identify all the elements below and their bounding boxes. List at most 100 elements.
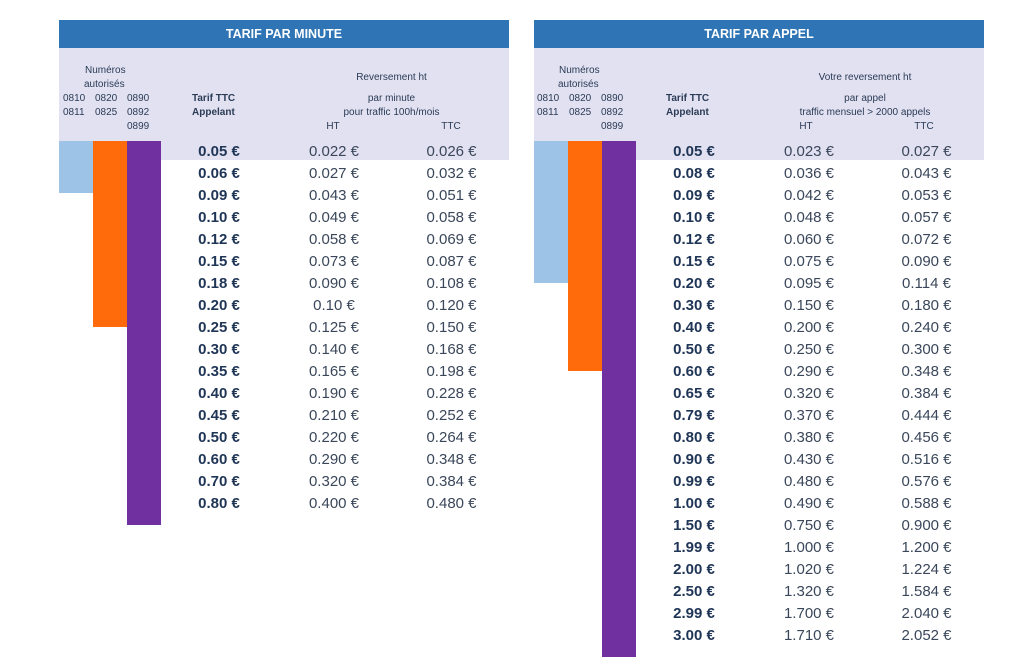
rate-row: 0.50 € 0.220 € 0.264 € [59, 427, 509, 449]
tarif-value: 0.80 € [198, 495, 240, 512]
ttc-value: 0.240 € [901, 319, 952, 336]
numeros-label: Numéros [85, 65, 126, 76]
reversement-sub1: par minute [367, 93, 416, 104]
prefix-0825: 0825 [95, 107, 118, 118]
ttc-value: 0.087 € [426, 253, 477, 270]
ht-value: 0.320 € [783, 385, 835, 402]
tarif-value: 0.08 € [673, 165, 715, 182]
rate-row: 0.70 € 0.320 € 0.384 € [59, 471, 509, 493]
ht-value: 0.058 € [308, 231, 360, 248]
rate-row: 0.15 € 0.073 € 0.087 € [59, 251, 509, 273]
rate-row: 2.50 € 1.320 € 1.584 € [534, 581, 984, 603]
bar-0810 [59, 141, 93, 193]
rate-row: 0.40 € 0.190 € 0.228 € [59, 383, 509, 405]
autorises-label: autorisés [558, 79, 599, 90]
rate-row: 0.09 € 0.042 € 0.053 € [534, 185, 984, 207]
tarif-value: 0.99 € [673, 473, 715, 490]
rate-row: 0.20 € 0.10 € 0.120 € [59, 295, 509, 317]
tarif-value: 0.80 € [673, 429, 715, 446]
prefix-0810: 0810 [537, 93, 560, 104]
tarif-value: 0.12 € [673, 231, 715, 248]
rate-row: 0.50 € 0.250 € 0.300 € [534, 339, 984, 361]
rate-row: 0.80 € 0.380 € 0.456 € [534, 427, 984, 449]
tarif-value: 0.15 € [673, 253, 715, 270]
numeros-label: Numéros [559, 65, 600, 76]
prefix-0820: 0820 [95, 93, 118, 104]
prefix-0899: 0899 [601, 121, 624, 132]
rate-row: 3.00 € 1.710 € 2.052 € [534, 625, 984, 647]
tarif-ttc-label: Tarif TTC [192, 93, 236, 104]
rate-row: 0.79 € 0.370 € 0.444 € [534, 405, 984, 427]
ttc-value: 0.384 € [426, 473, 477, 490]
ttc-value: 0.516 € [901, 451, 952, 468]
prefix-0811: 0811 [63, 107, 85, 118]
panel-title: TARIF PAR APPEL [534, 20, 984, 48]
ht-value: 0.075 € [783, 253, 835, 270]
ttc-value: 2.040 € [901, 605, 952, 622]
ttc-value: 0.348 € [426, 451, 477, 468]
panel-title: TARIF PAR MINUTE [59, 20, 509, 48]
ht-value: 0.190 € [308, 385, 360, 402]
ht-value: 1.000 € [783, 539, 835, 556]
ht-value: 0.042 € [783, 187, 835, 204]
tarif-value: 0.15 € [198, 253, 240, 270]
tarif-value: 0.50 € [673, 341, 715, 358]
rate-row: 0.10 € 0.048 € 0.057 € [534, 207, 984, 229]
ttc-value: 0.168 € [426, 341, 477, 358]
ht-value: 0.370 € [783, 407, 835, 424]
ttc-value: 0.444 € [901, 407, 952, 424]
prefix-0890: 0890 [127, 93, 150, 104]
tarif-value: 0.10 € [673, 209, 715, 226]
bar-0810 [534, 141, 568, 283]
prefix-0820: 0820 [569, 93, 592, 104]
ttc-value: 0.057 € [901, 209, 952, 226]
ttc-value: 0.090 € [901, 253, 952, 270]
reversement-sub2: pour traffic 100h/mois [343, 107, 440, 118]
bar-0820 [568, 141, 602, 371]
ht-value: 0.022 € [308, 143, 360, 160]
ttc-value: 0.384 € [901, 385, 952, 402]
ht-value: 0.250 € [783, 341, 835, 358]
tarif-value: 1.00 € [673, 495, 715, 512]
ht-value: 0.049 € [308, 209, 360, 226]
tarif-value: 0.20 € [673, 275, 715, 292]
rate-row: 0.10 € 0.049 € 0.058 € [59, 207, 509, 229]
rate-row: 0.05 € 0.022 € 0.026 € [59, 141, 509, 163]
tarif-value: 0.06 € [198, 165, 240, 182]
rate-row: 0.35 € 0.165 € 0.198 € [59, 361, 509, 383]
ttc-value: 0.348 € [901, 363, 952, 380]
tarif-value: 0.25 € [198, 319, 240, 336]
ttc-value: 0.108 € [426, 275, 477, 292]
prefix-0825: 0825 [569, 107, 592, 118]
ht-value: 0.490 € [783, 495, 835, 512]
tarif-value: 0.40 € [673, 319, 715, 336]
rate-row: 0.80 € 0.400 € 0.480 € [59, 493, 509, 515]
rate-row: 0.40 € 0.200 € 0.240 € [534, 317, 984, 339]
ht-value: 0.220 € [308, 429, 360, 446]
ht-value: 0.200 € [783, 319, 835, 336]
tarif-value: 0.60 € [198, 451, 240, 468]
bar-0890 [127, 141, 161, 525]
col-ht-label: HT [799, 121, 813, 132]
reversement-label: Reversement ht [356, 72, 427, 83]
rate-row: 0.90 € 0.430 € 0.516 € [534, 449, 984, 471]
ttc-value: 1.224 € [901, 561, 952, 578]
ht-value: 0.380 € [783, 429, 835, 446]
ttc-value: 0.180 € [901, 297, 952, 314]
ht-value: 0.125 € [308, 319, 360, 336]
prefix-0899: 0899 [127, 121, 150, 132]
ttc-value: 0.456 € [901, 429, 952, 446]
ht-value: 0.043 € [308, 187, 360, 204]
ttc-value: 0.114 € [902, 275, 951, 292]
reversement-label: Votre reversement ht [818, 72, 912, 83]
ht-value: 0.290 € [308, 451, 360, 468]
prefix-0811: 0811 [537, 107, 559, 118]
col-ht-label: HT [326, 121, 340, 132]
bar-0820 [93, 141, 127, 327]
ttc-value: 0.198 € [426, 363, 477, 380]
ht-value: 1.710 € [783, 627, 835, 644]
ht-value: 0.027 € [308, 165, 360, 182]
rate-row: 0.09 € 0.043 € 0.051 € [59, 185, 509, 207]
tarif-value: 0.09 € [198, 187, 240, 204]
tarif-value: 0.40 € [198, 385, 240, 402]
